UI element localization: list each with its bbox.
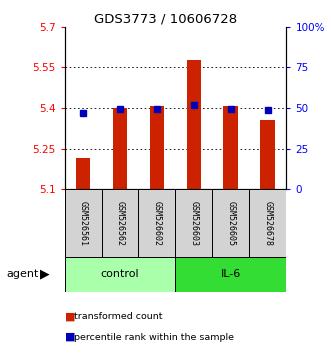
- Bar: [102, 189, 138, 257]
- Text: GDS3773 / 10606728: GDS3773 / 10606728: [94, 12, 237, 25]
- Text: ▶: ▶: [40, 268, 50, 281]
- Text: agent: agent: [7, 269, 39, 279]
- Text: GSM526561: GSM526561: [78, 200, 87, 246]
- Bar: [65, 257, 175, 292]
- Bar: [186, 61, 201, 189]
- Bar: [150, 106, 164, 189]
- Text: IL-6: IL-6: [221, 269, 241, 279]
- Text: GSM526603: GSM526603: [189, 200, 198, 246]
- Bar: [223, 106, 238, 189]
- Bar: [76, 158, 90, 189]
- Text: GSM526678: GSM526678: [263, 200, 272, 246]
- Bar: [175, 189, 213, 257]
- Bar: [213, 189, 249, 257]
- Bar: [260, 120, 275, 189]
- Bar: [138, 189, 175, 257]
- Bar: [249, 189, 286, 257]
- Bar: [65, 189, 102, 257]
- Text: transformed count: transformed count: [74, 312, 163, 321]
- Text: control: control: [101, 269, 139, 279]
- Text: GSM526562: GSM526562: [116, 200, 124, 246]
- Text: ■: ■: [65, 312, 75, 322]
- Text: GSM526602: GSM526602: [153, 200, 162, 246]
- Bar: [113, 108, 127, 189]
- Bar: [175, 257, 286, 292]
- Text: GSM526605: GSM526605: [226, 200, 235, 246]
- Text: ■: ■: [65, 332, 75, 342]
- Text: percentile rank within the sample: percentile rank within the sample: [74, 332, 234, 342]
